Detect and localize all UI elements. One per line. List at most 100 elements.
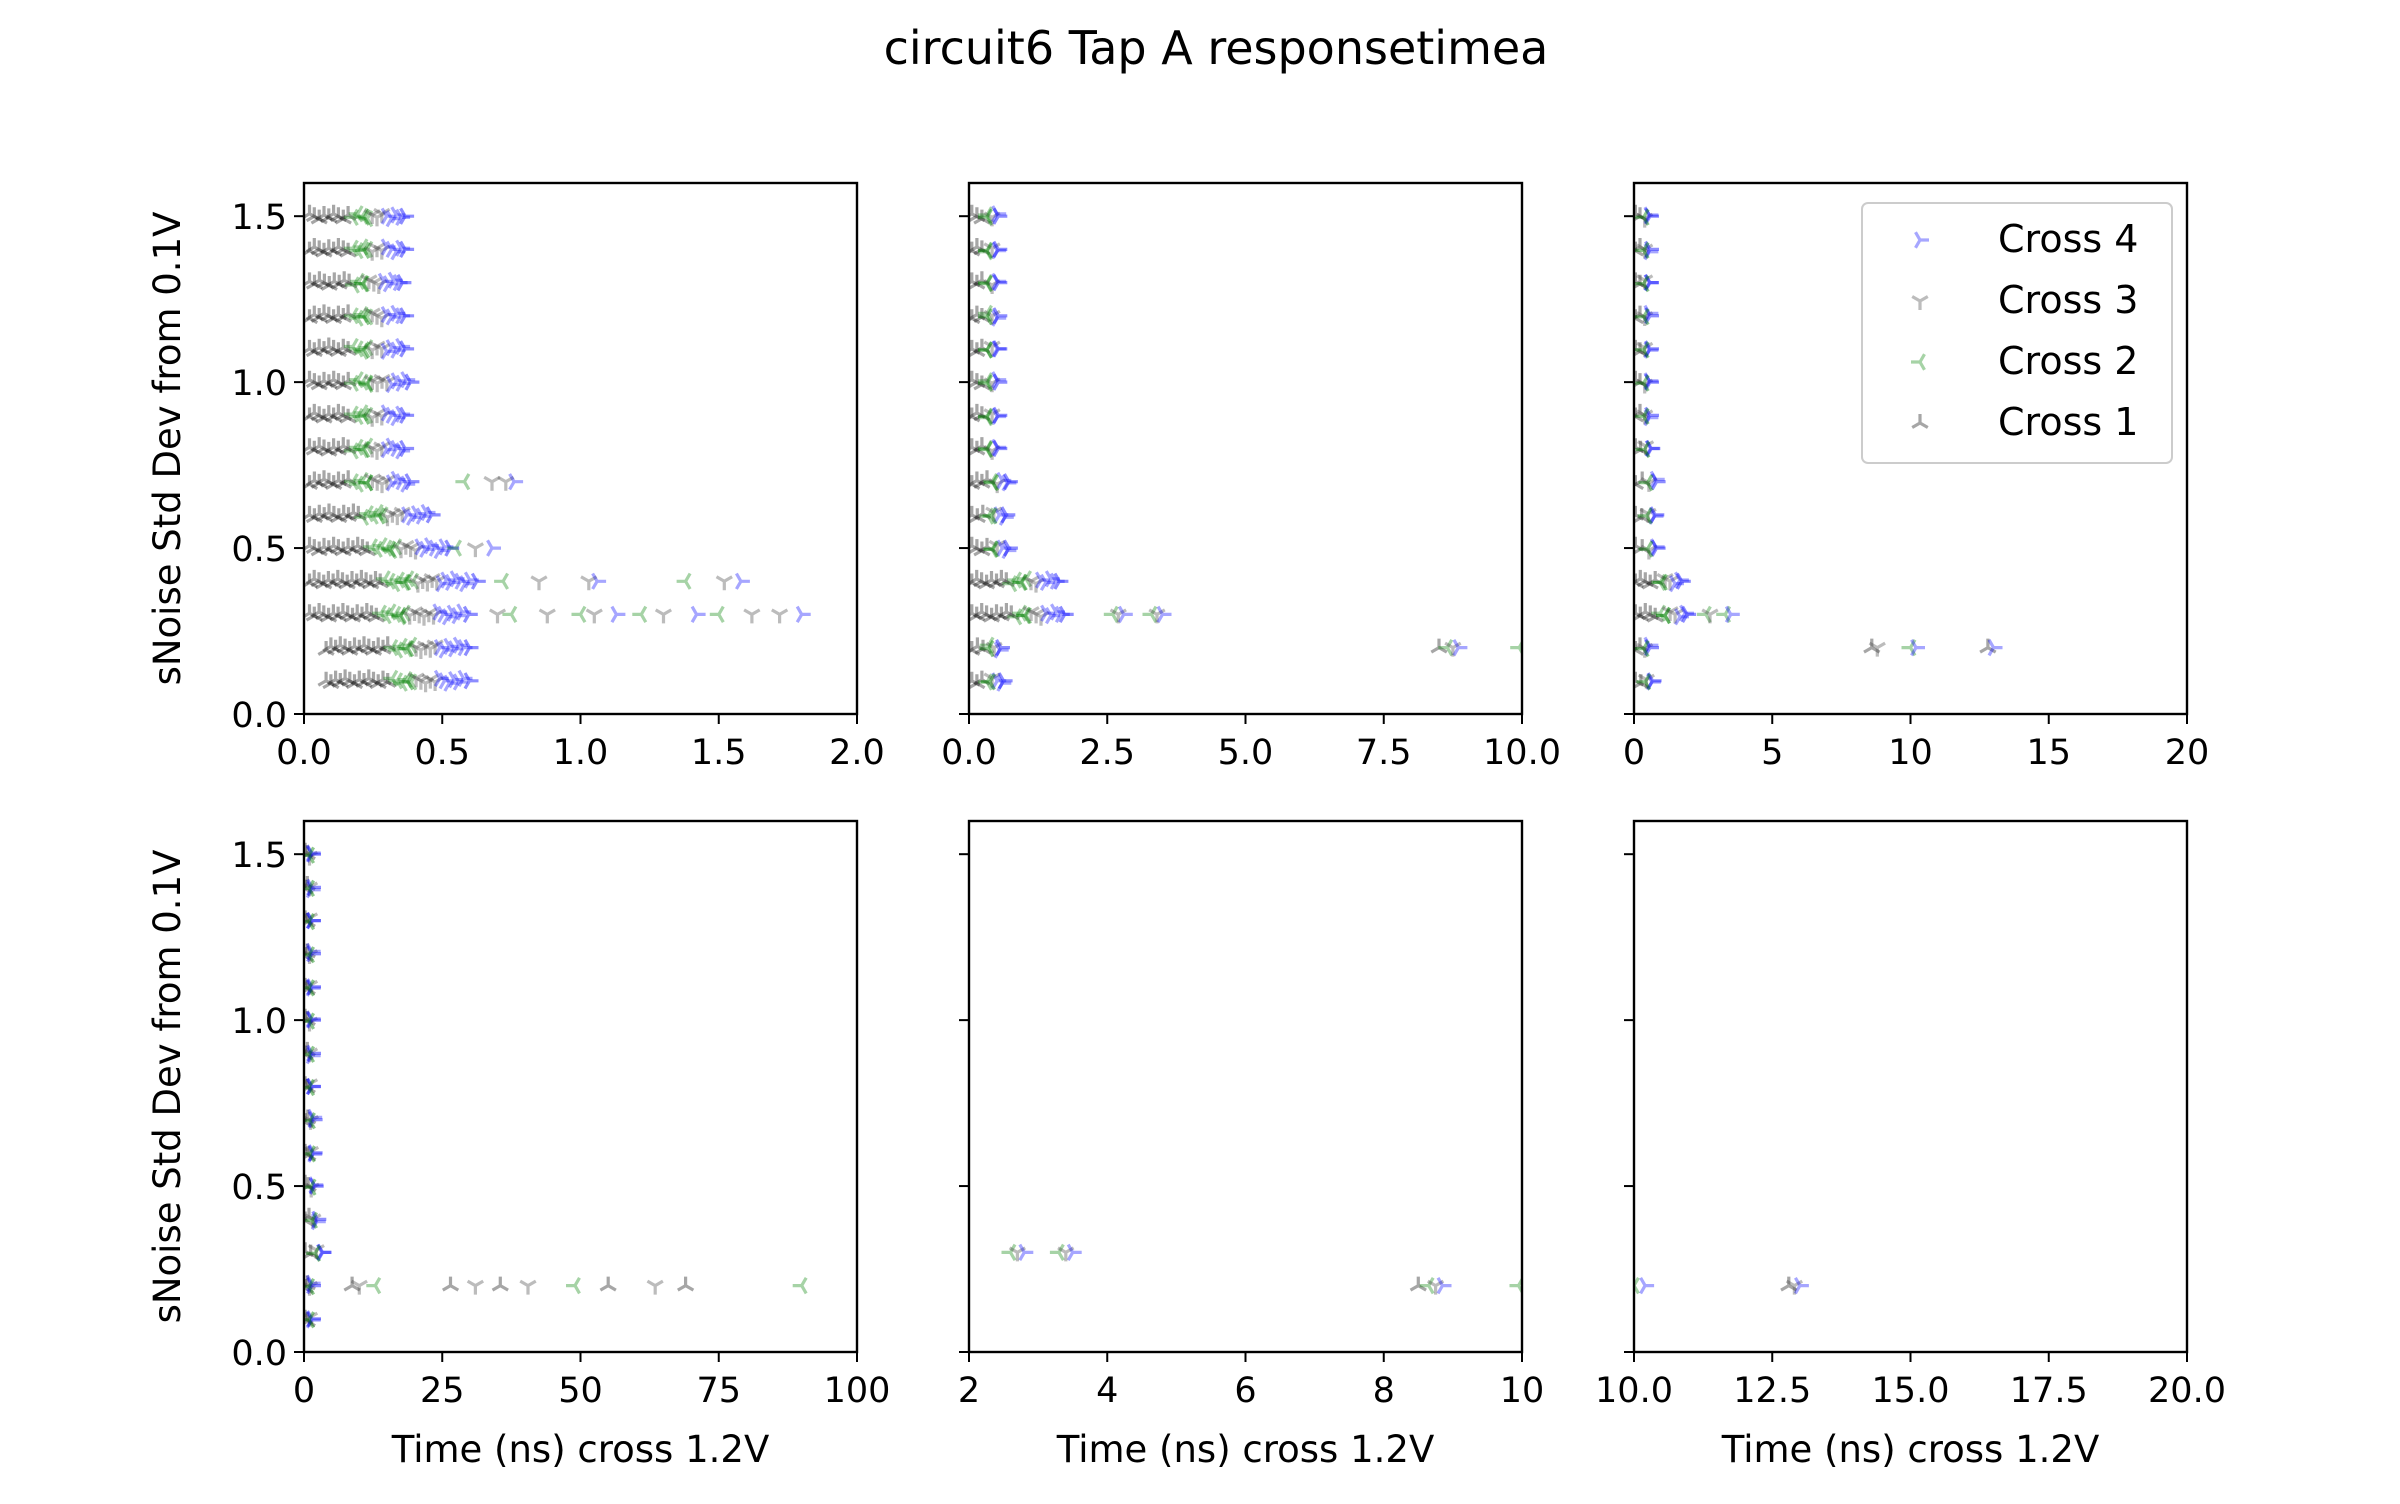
data-point (973, 271, 991, 287)
data-point (1636, 274, 1654, 290)
x-axis-label: Time (ns) cross 1.2V (1056, 1428, 1435, 1471)
data-point (973, 670, 991, 686)
data-point (343, 239, 359, 257)
data-point (334, 338, 352, 354)
legend-item: Cross 2 (1911, 339, 2138, 383)
data-point (978, 440, 993, 459)
data-point (1644, 639, 1659, 657)
data-point (978, 374, 993, 392)
data-point (320, 276, 338, 291)
data-point (385, 308, 401, 326)
data-point (983, 340, 1001, 356)
data-point (325, 204, 343, 220)
data-point (315, 408, 333, 424)
data-point (420, 503, 436, 522)
data-point (992, 340, 1008, 358)
x-tick-label: 0.0 (941, 733, 997, 773)
data-point (978, 208, 993, 226)
data-point (315, 507, 333, 522)
data-point (406, 544, 425, 560)
data-point (310, 338, 328, 354)
y-axis-label: sNoise Std Dev from 0.1V (146, 850, 189, 1324)
chart-title: circuit6 Tap A responsetimea (884, 21, 1549, 75)
data-point (997, 572, 1015, 588)
data-point (355, 341, 371, 359)
x-tick-label: 0.5 (414, 733, 470, 773)
data-point (1012, 573, 1027, 592)
data-point (1646, 607, 1664, 623)
data-point (310, 572, 328, 588)
data-point (1644, 240, 1659, 258)
data-point (1022, 575, 1040, 591)
data-point (371, 573, 389, 589)
data-point (320, 405, 338, 420)
data-point (329, 403, 347, 419)
data-point (325, 339, 343, 355)
legend-marker (1911, 295, 1929, 310)
data-point (379, 673, 397, 688)
data-point (969, 272, 981, 288)
plot-area (969, 204, 1522, 692)
data-point (1724, 605, 1740, 623)
data-point (981, 673, 996, 691)
data-point (345, 674, 364, 690)
data-point (339, 537, 357, 553)
data-point (973, 473, 991, 489)
data-point (396, 573, 412, 591)
data-point (743, 608, 761, 624)
data-point (304, 1145, 316, 1163)
data-point (1438, 639, 1454, 657)
data-point (348, 309, 364, 327)
data-point (969, 305, 986, 321)
data-point (1634, 606, 1649, 622)
data-point (676, 572, 692, 590)
data-point (1651, 573, 1666, 592)
data-point (363, 473, 381, 489)
data-cluster (969, 636, 1010, 659)
data-point (1650, 539, 1666, 557)
data-point (996, 539, 1012, 557)
data-point (448, 640, 463, 658)
data-point (322, 674, 340, 690)
data-point (343, 307, 359, 325)
plot-area (304, 204, 811, 693)
data-point (325, 475, 343, 490)
data-point (992, 569, 1010, 585)
data-point (1650, 473, 1666, 491)
data-point (1644, 406, 1659, 424)
data-point (307, 1144, 323, 1162)
data-point (320, 374, 338, 390)
data-point (973, 338, 991, 354)
data-point (978, 574, 996, 590)
data-point (969, 573, 981, 589)
data-point (385, 474, 401, 492)
data-point (304, 536, 319, 552)
panel-bottom-left: 0.0 0.5 1.0 1.5 0 25 50 75 100 Time (ns) cross 1.… (146, 819, 890, 1471)
data-cluster (969, 504, 1016, 526)
data-point (316, 1243, 331, 1261)
data-point (305, 912, 321, 930)
data-cluster (304, 204, 415, 228)
data-point (415, 507, 431, 525)
data-point (646, 1279, 664, 1295)
data-point (395, 473, 411, 491)
data-point (992, 406, 1008, 424)
data-point (448, 671, 463, 689)
data-point (317, 641, 335, 656)
data-cluster (304, 503, 441, 527)
panel-top-left: 0.0 0.5 1.0 1.5 0.0 0.5 1.0 1.5 2.0 sNoise Std De… (146, 181, 885, 773)
data-point (305, 305, 323, 321)
legend-item: Cross 1 (1911, 400, 2138, 444)
data-cluster (304, 238, 415, 261)
plot-area (1001, 1243, 1522, 1295)
data-point (306, 878, 321, 896)
data-point (358, 374, 374, 392)
data-point (330, 274, 348, 290)
data-point (969, 407, 981, 423)
data-point (348, 242, 364, 260)
data-point (358, 339, 374, 357)
data-point (339, 605, 357, 621)
data-point (339, 507, 358, 522)
data-cluster (304, 910, 321, 931)
